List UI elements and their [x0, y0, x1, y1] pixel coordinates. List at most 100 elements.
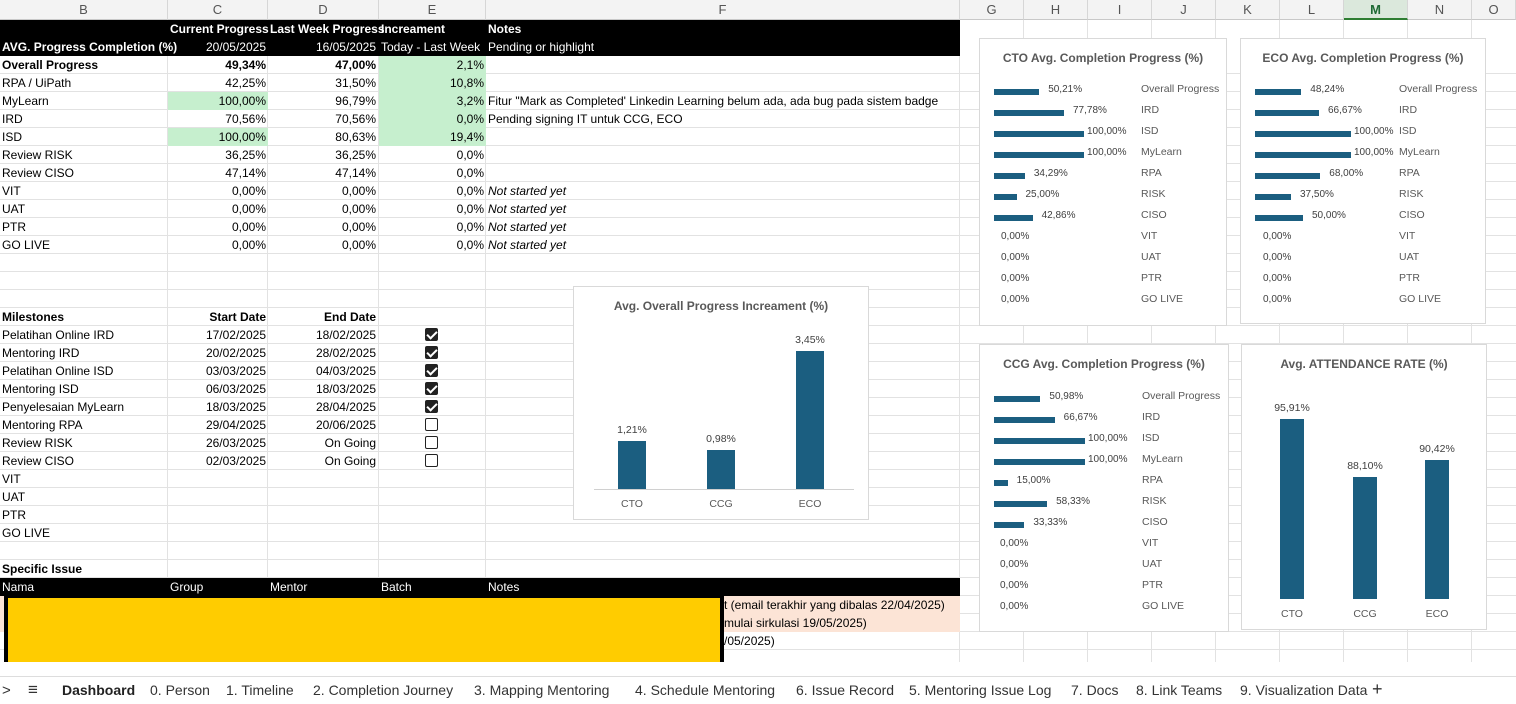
milestone-start[interactable]: 29/04/2025: [205, 418, 266, 432]
chart-bar[interactable]: [1280, 419, 1304, 599]
milestone-end[interactable]: [268, 470, 378, 488]
milestone-start[interactable]: [168, 524, 268, 542]
chart-bar[interactable]: [994, 480, 1008, 486]
sheet-tab-9-visualization-data[interactable]: 9. Visualization Data: [1240, 682, 1368, 698]
progress-row-last[interactable]: 0,00%: [341, 184, 376, 198]
issue-note-1[interactable]: t (email terakhir yang dibalas 22/04/202…: [724, 598, 945, 612]
progress-row-name[interactable]: PTR: [2, 220, 26, 234]
sheet-tab-5-mentoring-issue-log[interactable]: 5. Mentoring Issue Log: [909, 682, 1052, 698]
milestone-name[interactable]: Pelatihan Online IRD: [2, 328, 115, 342]
progress-row-name[interactable]: MyLearn: [2, 94, 49, 108]
sheet-tab-2-completion-journey[interactable]: 2. Completion Journey: [313, 682, 454, 698]
chart-bar[interactable]: [1353, 476, 1377, 599]
column-header-f[interactable]: F: [486, 0, 960, 20]
milestone-end[interactable]: 28/04/2025: [315, 400, 376, 414]
milestone-end[interactable]: [268, 488, 378, 506]
milestone-end[interactable]: On Going: [324, 454, 376, 468]
progress-row-name[interactable]: IRD: [2, 112, 23, 126]
chart-bar[interactable]: [994, 501, 1048, 507]
progress-row-current[interactable]: 42,25%: [225, 76, 266, 90]
progress-row-name[interactable]: Review CISO: [2, 166, 75, 180]
chart-ccg-completion[interactable]: CCG Avg. Completion Progress (%) 50,98% Ov…: [979, 344, 1229, 632]
progress-row-name[interactable]: UAT: [2, 202, 26, 216]
chart-bar[interactable]: [994, 417, 1055, 423]
milestone-end[interactable]: [268, 524, 378, 542]
milestone-end[interactable]: On Going: [324, 436, 376, 450]
progress-row-note[interactable]: Not started yet: [488, 184, 567, 198]
tab-scroll-arrow-icon[interactable]: >: [2, 682, 11, 699]
chart-bar[interactable]: [994, 194, 1017, 200]
checkbox-unchecked[interactable]: [425, 418, 438, 431]
column-header-b[interactable]: B: [0, 0, 168, 20]
progress-row-name[interactable]: RPA / UiPath: [2, 76, 72, 90]
all-sheets-menu-icon[interactable]: ≡: [28, 680, 38, 699]
progress-row-note[interactable]: [486, 56, 490, 74]
column-header-m[interactable]: M: [1344, 0, 1408, 20]
column-header-k[interactable]: K: [1216, 0, 1280, 20]
milestone-start[interactable]: 17/02/2025: [205, 328, 266, 342]
progress-row-last[interactable]: 96,79%: [335, 94, 376, 108]
milestone-name[interactable]: GO LIVE: [2, 526, 51, 540]
progress-row-last[interactable]: 47,14%: [335, 166, 376, 180]
progress-row-current[interactable]: 0,00%: [231, 202, 266, 216]
chart-bar[interactable]: [994, 152, 1084, 158]
milestones-start-header[interactable]: Start Date: [209, 310, 266, 324]
issue-header-batch[interactable]: Batch: [381, 580, 412, 594]
issue-header-notes[interactable]: Notes: [488, 580, 520, 594]
progress-row-current[interactable]: 47,14%: [225, 166, 266, 180]
milestone-end[interactable]: 04/03/2025: [315, 364, 376, 378]
sheet-tab-0-person[interactable]: 0. Person: [150, 682, 210, 698]
sheet-tab-4-schedule-mentoring[interactable]: 4. Schedule Mentoring: [635, 682, 776, 698]
column-header-n[interactable]: N: [1408, 0, 1472, 20]
milestone-name[interactable]: Review CISO: [2, 454, 75, 468]
progress-row-note[interactable]: [486, 164, 490, 182]
chart-bar[interactable]: [994, 173, 1025, 179]
chart-bar[interactable]: [707, 449, 735, 489]
header-pending[interactable]: Pending or highlight: [488, 40, 595, 54]
checkbox-checked[interactable]: [425, 400, 438, 413]
chart-bar[interactable]: [1255, 152, 1351, 158]
chart-bar[interactable]: [994, 396, 1041, 402]
chart-eco-completion[interactable]: ECO Avg. Completion Progress (%) 48,24% Ov…: [1240, 38, 1486, 324]
header-current-date[interactable]: 20/05/2025: [205, 40, 266, 54]
chart-bar[interactable]: [1425, 459, 1449, 599]
progress-row-current[interactable]: 100,00%: [218, 130, 266, 144]
checkbox-checked[interactable]: [425, 382, 438, 395]
progress-row-increament[interactable]: 0,0%: [456, 166, 484, 180]
column-header-d[interactable]: D: [268, 0, 379, 20]
milestone-start[interactable]: [168, 506, 268, 524]
sheet-tab-1-timeline[interactable]: 1. Timeline: [226, 682, 294, 698]
progress-row-note[interactable]: Pending signing IT untuk CCG, ECO: [488, 112, 683, 126]
column-header-j[interactable]: J: [1152, 0, 1216, 20]
progress-row-last[interactable]: 70,56%: [335, 112, 376, 126]
progress-row-current[interactable]: 0,00%: [231, 220, 266, 234]
milestone-name[interactable]: UAT: [2, 490, 26, 504]
chart-bar[interactable]: [994, 459, 1085, 465]
header-last-date[interactable]: 16/05/2025: [315, 40, 376, 54]
chart-cto-completion[interactable]: CTO Avg. Completion Progress (%) 50,21% Ov…: [979, 38, 1227, 326]
progress-row-name[interactable]: GO LIVE: [2, 238, 51, 252]
specific-issue-title[interactable]: Specific Issue: [2, 562, 83, 576]
progress-row-note[interactable]: [486, 146, 490, 164]
progress-row-name[interactable]: VIT: [2, 184, 21, 198]
milestones-end-header[interactable]: End Date: [323, 310, 376, 324]
progress-row-current[interactable]: 70,56%: [225, 112, 266, 126]
checkbox-unchecked[interactable]: [425, 454, 438, 467]
chart-bar[interactable]: [994, 131, 1084, 137]
chart-bar[interactable]: [1255, 215, 1303, 221]
issue-header-group[interactable]: Group: [170, 580, 204, 594]
milestone-end[interactable]: 18/02/2025: [315, 328, 376, 342]
chart-bar[interactable]: [994, 438, 1085, 444]
column-header-e[interactable]: E: [379, 0, 486, 20]
issue-header-nama[interactable]: Nama: [2, 580, 35, 594]
progress-row-increament[interactable]: 10,8%: [449, 76, 484, 90]
milestone-end[interactable]: 20/06/2025: [315, 418, 376, 432]
column-header-o[interactable]: O: [1472, 0, 1516, 20]
milestone-end[interactable]: [268, 506, 378, 524]
progress-row-name[interactable]: Overall Progress: [2, 58, 99, 72]
progress-row-last[interactable]: 36,25%: [335, 148, 376, 162]
chart-bar[interactable]: [1255, 173, 1321, 179]
milestone-name[interactable]: Pelatihan Online ISD: [2, 364, 114, 378]
checkbox-checked[interactable]: [425, 346, 438, 359]
